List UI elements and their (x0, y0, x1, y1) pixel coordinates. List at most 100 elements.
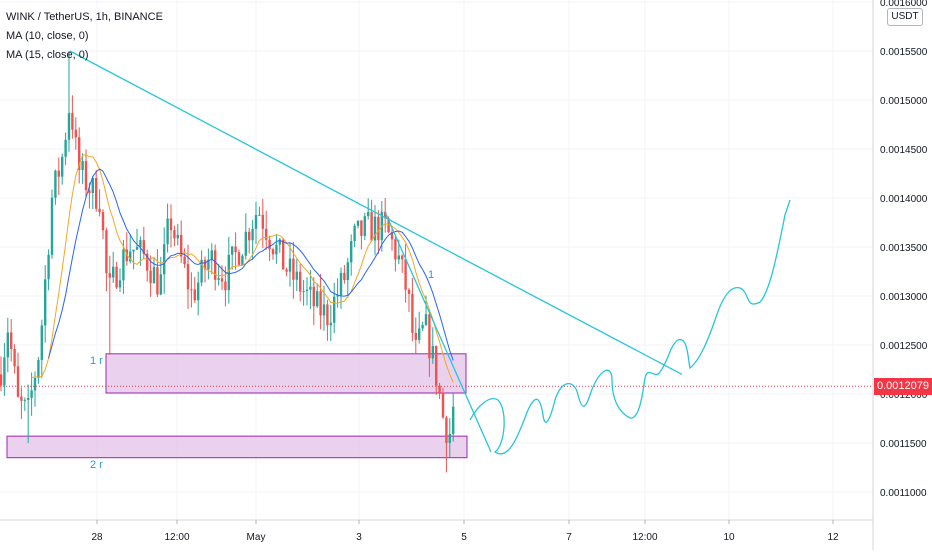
candle-body (224, 281, 227, 291)
candle-body (251, 228, 254, 241)
time-tick-label: 7 (566, 532, 572, 543)
candle-body (363, 216, 366, 236)
candle-body (23, 399, 26, 401)
candle-body (0, 374, 3, 386)
candle-body (30, 390, 33, 398)
candle-body (271, 249, 275, 255)
candle-body (163, 244, 166, 275)
time-tick-label: 12:00 (632, 532, 657, 543)
candle-body (40, 325, 43, 360)
candle-body (326, 304, 329, 326)
candle-body (129, 251, 132, 262)
drawings[interactable]: 1 r 2 r 1 (69, 50, 791, 471)
candle-body (244, 231, 247, 256)
candle-body (414, 332, 417, 340)
candle-body (275, 244, 278, 255)
candle-body (231, 246, 234, 255)
price-tick-label: 0.0016000 (880, 0, 928, 9)
candle-body (81, 161, 84, 171)
candle-body (428, 314, 431, 359)
ma-15-line (48, 168, 454, 361)
candle-body (227, 254, 230, 291)
price-tick-label: 0.0014000 (880, 194, 928, 205)
candle-body (329, 322, 332, 326)
candle-body (445, 417, 448, 443)
candle-body (261, 214, 264, 229)
candle-body (33, 377, 37, 391)
candle-body (282, 239, 285, 270)
candle-body (424, 314, 428, 325)
candle-body (265, 228, 268, 240)
projection-path[interactable] (469, 199, 791, 455)
candle-body (105, 230, 108, 274)
candle-body (193, 289, 196, 301)
grid (0, 0, 873, 520)
price-tick-label: 0.0015500 (880, 47, 928, 58)
candle-body (333, 296, 336, 323)
symbol-title[interactable]: WINK / TetherUS, 1h, BINANCE (6, 11, 163, 23)
candle-body (411, 293, 414, 333)
price-tick-label: 0.0014500 (880, 145, 928, 156)
candle-body (353, 225, 356, 242)
support-zones[interactable] (6, 353, 468, 459)
candle-body (248, 231, 251, 241)
descending-trendline[interactable] (69, 50, 683, 375)
candle-body (118, 280, 122, 288)
price-tick-label: 0.0013000 (880, 292, 928, 303)
time-tick-label: 3 (356, 532, 362, 543)
candle-body (299, 271, 302, 292)
time-tick-label: 28 (91, 532, 103, 543)
candle-body (146, 253, 149, 271)
candle-body (91, 177, 94, 194)
candle-body (44, 279, 47, 326)
candle-body (288, 258, 292, 272)
time-axis[interactable]: 28 12:00 May 3 5 7 12:00 10 12 (91, 520, 839, 543)
candle-body (13, 349, 16, 367)
candle-body (316, 291, 319, 307)
candle-body (101, 212, 105, 231)
candle-body (149, 270, 152, 284)
zone-2-label: 2 r (90, 459, 103, 471)
ma-15-label[interactable]: MA (15, close, 0) (6, 49, 89, 61)
candle-body (74, 129, 77, 138)
candle-body (387, 218, 390, 233)
legend: WINK / TetherUS, 1h, BINANCE MA (10, clo… (6, 8, 163, 65)
time-tick-label: 5 (461, 532, 467, 543)
price-axis[interactable]: 0.0016000 0.0015500 0.0015000 0.0014500 0.00… (880, 0, 928, 499)
candle-body (339, 272, 343, 296)
candle-body (173, 230, 176, 239)
candle-body (6, 332, 9, 358)
support-zone-2[interactable] (6, 435, 468, 459)
candle-body (220, 278, 224, 282)
candle-body (407, 289, 411, 294)
currency-button[interactable]: USDT (887, 8, 923, 26)
candle-body (84, 161, 88, 191)
candle-body (254, 214, 258, 229)
zone-1-label: 1 r (90, 355, 103, 367)
candle-body (71, 113, 74, 130)
candle-body (98, 208, 101, 213)
candle-body (241, 255, 244, 265)
candle-body (112, 266, 115, 278)
candle-body (16, 366, 20, 397)
candle-body (356, 220, 360, 226)
candle-body (346, 262, 349, 281)
candle-body (67, 113, 71, 140)
support-zone-1[interactable] (105, 353, 467, 394)
time-tick-label: May (247, 532, 266, 543)
candle-body (61, 156, 64, 177)
time-tick-label: 10 (723, 532, 735, 543)
candle-body (268, 239, 271, 250)
wedge-trendline[interactable] (384, 211, 492, 453)
candle-body (3, 357, 6, 386)
candle-body (190, 289, 193, 291)
price-tick-label: 0.0012000 (880, 390, 928, 401)
candle-body (152, 267, 156, 284)
candle-body (421, 324, 424, 329)
ma-10-label[interactable]: MA (10, close, 0) (6, 30, 89, 42)
candle-body (108, 273, 111, 278)
candle-body (237, 252, 241, 265)
